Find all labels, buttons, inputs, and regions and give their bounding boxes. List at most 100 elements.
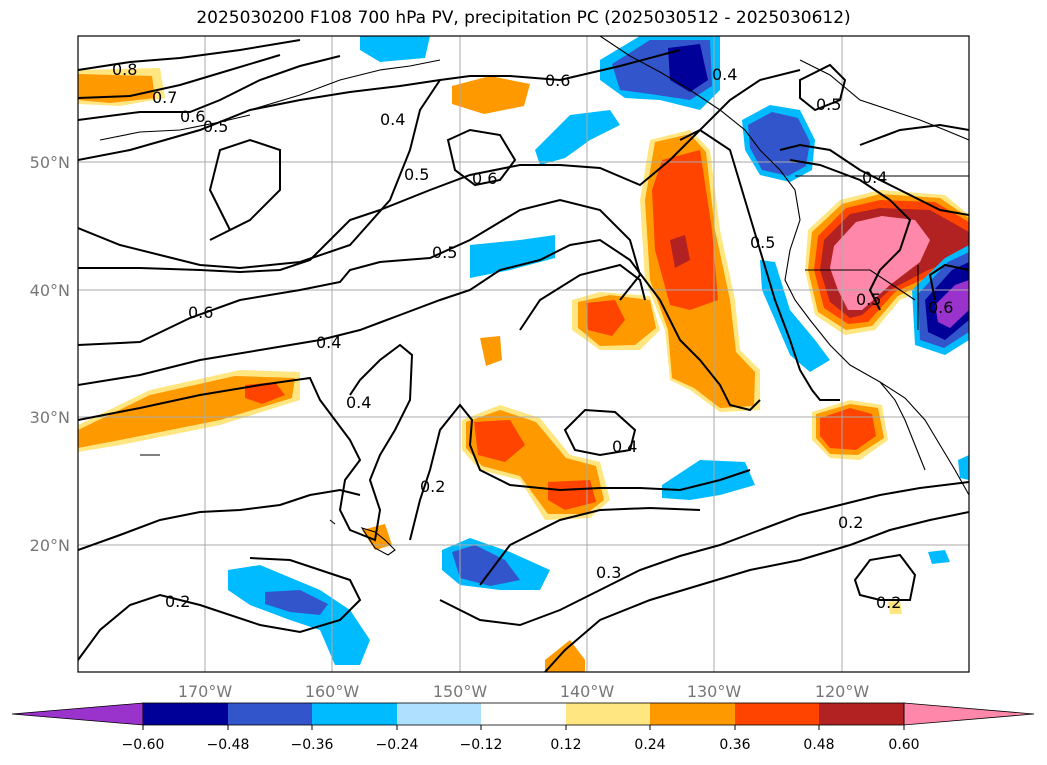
- precip-shade: [820, 408, 876, 450]
- precip-shade: [228, 565, 370, 665]
- coastline: [879, 381, 926, 471]
- contour-label: 0.4: [862, 168, 887, 187]
- lon-label: 130°W: [687, 682, 742, 701]
- coastline: [329, 519, 336, 525]
- colorbar-segment: [397, 703, 481, 725]
- contour-label: 0.4: [380, 110, 405, 129]
- contour-label: 0.6: [180, 107, 205, 126]
- map-area: [78, 36, 969, 672]
- colorbar-tick-label: 0.48: [803, 737, 834, 753]
- coastline: [360, 527, 396, 556]
- contour-labels: 0.8 0.7 0.6 0.5 0.4 0.6 0.5 0.6 0.4 0.5 …: [112, 60, 953, 612]
- contour-label: 0.7: [152, 88, 177, 107]
- precip-shade: [265, 590, 328, 615]
- lat-label: 20°N: [30, 536, 70, 555]
- colorbar-tick-label: 0.24: [634, 737, 665, 753]
- pv-contour: [519, 263, 646, 331]
- contour-label: 0.2: [420, 477, 445, 496]
- contour-label: 0.3: [596, 563, 621, 582]
- pv-contour: [78, 79, 441, 270]
- pv-contour: [439, 481, 969, 627]
- pv-contour: [78, 238, 761, 412]
- precip-shade: [535, 110, 620, 165]
- colorbar-segment: [566, 703, 650, 725]
- coastline: [805, 269, 916, 301]
- pv-contour: [409, 403, 751, 541]
- precip-shade: [245, 382, 285, 404]
- lon-label: 150°W: [433, 682, 488, 701]
- lat-label: 30°N: [30, 408, 70, 427]
- pv-contour: [446, 128, 517, 187]
- colorbar-segment: [481, 703, 566, 725]
- coastline: [99, 114, 251, 141]
- precip-shade: [760, 260, 830, 372]
- coastline: [799, 59, 969, 141]
- precip-shade: [958, 455, 969, 480]
- pv-contour: [78, 55, 341, 121]
- contour-label: 0.4: [316, 333, 341, 352]
- precip-shade: [586, 300, 625, 336]
- precip-shade: [452, 545, 520, 586]
- precip-shade: [830, 216, 930, 310]
- colorbar-tick-label: −0.36: [291, 737, 334, 753]
- precip-shade: [480, 336, 502, 366]
- colorbar-segment: [312, 703, 397, 725]
- contour-label: 0.5: [432, 243, 457, 262]
- coastlines: [99, 36, 969, 556]
- pv-contour: [859, 123, 969, 146]
- precip-shade: [935, 280, 969, 328]
- contour-label: 0.5: [856, 290, 881, 309]
- colorbar: −0.60 −0.48 −0.36 −0.24 −0.12 0.12 0.24 …: [11, 702, 1035, 753]
- precip-shade: [78, 376, 295, 448]
- precip-shade: [928, 550, 950, 564]
- colorbar-segment: [819, 703, 904, 725]
- contour-label: 0.6: [472, 169, 497, 188]
- pv-contour: [853, 553, 917, 601]
- colorbar-tick-label: −0.24: [376, 737, 419, 753]
- precip-shade: [545, 640, 585, 672]
- colorbar-segment: [143, 703, 228, 725]
- precip-shade: [668, 44, 708, 92]
- pv-contour: [789, 159, 912, 311]
- coastline: [784, 189, 969, 496]
- pv-contour: [78, 343, 414, 542]
- colorbar-extend-high: [903, 702, 1035, 726]
- contour-label: 0.5: [816, 95, 841, 114]
- contour-label: 0.4: [612, 437, 637, 456]
- pv-contour: [78, 39, 301, 71]
- colorbar-tick-label: −0.48: [207, 737, 250, 753]
- precip-shade: [470, 235, 555, 278]
- colorbar-segment: [650, 703, 735, 725]
- map-frame: [77, 35, 970, 673]
- colorbar-tick-label: −0.60: [122, 737, 165, 753]
- pv-contour: [78, 69, 801, 274]
- pv-contour: [779, 143, 969, 216]
- precip-shade: [670, 235, 690, 268]
- precip-shade: [452, 76, 530, 114]
- pv-contour: [479, 506, 701, 586]
- precip-shade: [888, 600, 902, 614]
- contour-label: 0.6: [188, 303, 213, 322]
- lat-label: 50°N: [30, 153, 70, 172]
- precip-shade: [474, 420, 525, 462]
- precip-shade: [652, 150, 718, 310]
- colorbar-tick-label: 0.60: [888, 737, 919, 753]
- colorbar-segment: [228, 703, 312, 725]
- pv-contour: [679, 128, 840, 401]
- contour-label: 0.5: [750, 233, 775, 252]
- precip-shade: [548, 480, 596, 510]
- lon-label: 120°W: [815, 682, 870, 701]
- contour-label: 0.2: [838, 513, 863, 532]
- longitude-labels: 170°W 160°W 150°W 140°W 130°W 120°W: [178, 682, 870, 701]
- precip-positive-shading: [78, 68, 969, 672]
- contour-label: 0.2: [876, 593, 901, 612]
- pv-contour: [78, 488, 361, 551]
- graticule: [78, 36, 969, 672]
- colorbar-segment: [735, 703, 819, 725]
- contour-label: 0.5: [203, 117, 228, 136]
- precip-shade: [360, 36, 430, 62]
- pv-contour: [544, 511, 969, 672]
- pv-contours: [78, 39, 969, 672]
- pv-contour: [78, 54, 281, 99]
